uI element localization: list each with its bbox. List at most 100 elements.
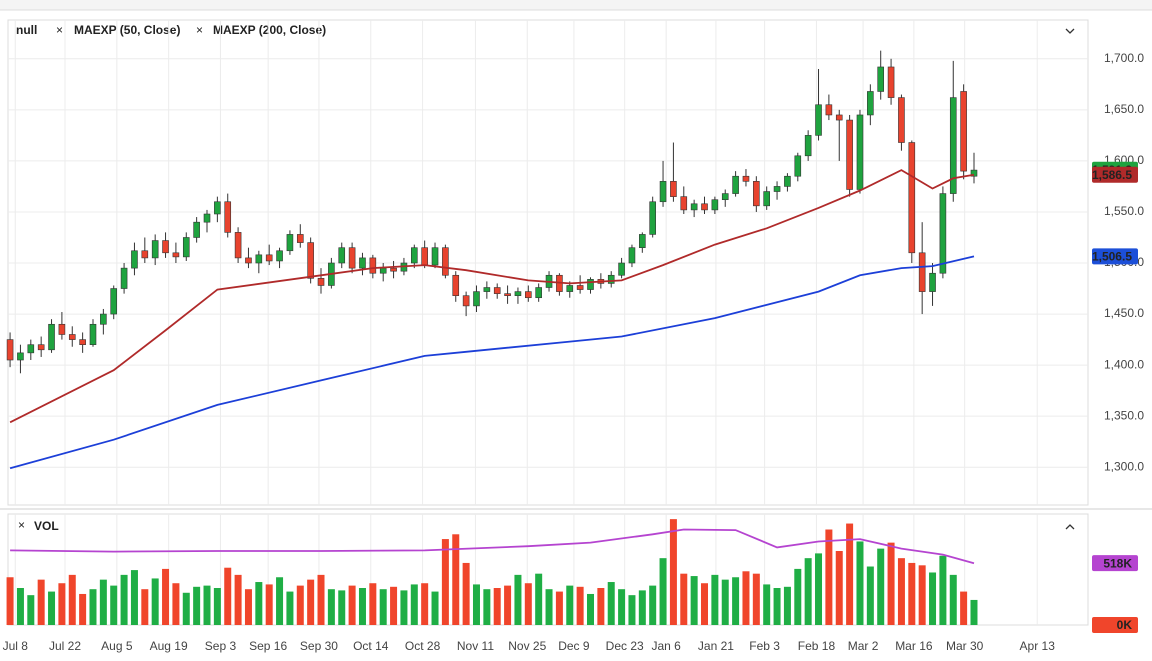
price-badge [1092,617,1138,633]
legend-entry: MAEXP (50, Close) [74,23,180,37]
x-tick-label: Jul 22 [49,639,81,653]
volume-bar [452,534,460,625]
close-icon[interactable]: × [18,518,25,532]
volume-bar [524,583,532,625]
volume-bar [193,586,201,625]
volume-bar [369,583,377,625]
candle-body [17,352,24,361]
volume-bar [203,585,211,625]
volume-bar [151,578,159,625]
candle-body [763,191,770,207]
collapse-icon[interactable] [1065,28,1075,34]
y-tick-label: 1,650.0 [1104,102,1144,116]
candle-body [203,213,211,223]
candle-body [846,119,853,190]
volume-bar [483,589,491,625]
price-badge [1092,248,1138,265]
volume-bar [866,566,874,625]
candle-body [493,287,501,294]
volume-bar [379,589,387,625]
volume-bar [752,573,760,625]
candle-body [296,234,304,243]
volume-bar [99,579,107,625]
x-tick-label: Aug 5 [101,639,133,653]
candle-body [462,295,470,307]
volume-bar [669,519,677,625]
volume-bar [182,592,190,625]
candle-body [680,196,688,211]
candle-body [286,234,294,252]
candle-body [504,293,511,296]
x-tick-label: Oct 28 [405,639,441,653]
volume-bar [327,589,335,625]
volume-bar [493,588,501,625]
candle-body [566,285,574,292]
volume-label: VOL [34,519,59,533]
x-tick-label: Oct 14 [353,639,389,653]
candle-body [68,334,76,340]
candle-body [908,142,916,254]
candle-body [639,234,646,248]
candle-body [483,287,491,292]
volume-bar [856,541,864,625]
candle-body [576,285,584,290]
ma-line [9,255,975,470]
volume-bar [213,588,221,625]
volume-bar [535,573,543,625]
candle-body [442,247,449,276]
x-tick-label: Jul 8 [3,639,29,653]
candle-body [89,323,97,345]
volume-bar [794,568,802,625]
volume-bar [255,582,263,625]
close-icon[interactable]: × [56,23,63,37]
candle-body [265,254,273,262]
volume-bar [597,588,605,625]
candle-body [431,247,439,266]
volume-bar [358,588,366,625]
candle-body [58,323,66,335]
candle-body [110,288,118,315]
candle-body [317,278,325,286]
volume-bar [939,555,947,625]
candle-body [804,135,812,157]
candle-body [939,193,947,274]
volume-bar [576,586,584,625]
volume-bar [110,585,118,625]
candle-body [887,66,895,98]
volume-bar [970,599,978,625]
volume-bar [224,567,232,625]
candle-body [835,114,843,121]
candle-body [193,221,200,238]
x-tick-label: Mar 16 [895,639,933,653]
y-tick-label: 1,700.0 [1104,51,1144,65]
x-tick-label: Sep 30 [300,639,338,653]
expand-icon[interactable] [1065,524,1075,530]
volume-bar [265,584,273,625]
candle-body [307,242,314,279]
volume-bar [897,558,905,625]
volume-bar [276,577,284,625]
candle-body [659,181,667,203]
volume-bar [649,585,657,625]
volume-bar [732,577,740,625]
volume-bar [908,562,916,625]
volume-bar [172,583,180,625]
volume-bar [462,562,470,625]
volume-bar [234,574,242,625]
badge-label: 0K [1117,618,1133,632]
candle-body [37,344,45,351]
volume-bar [441,539,449,625]
candle-body [151,240,159,259]
candle-body [48,323,55,351]
x-tick-label: Aug 19 [150,639,188,653]
candle-body [79,339,86,345]
candle-body [359,257,366,269]
volume-bar [400,590,408,625]
volume-bar [835,551,843,625]
y-tick-label: 1,400.0 [1104,357,1144,371]
volume-bar [846,523,854,625]
close-icon[interactable]: × [196,23,203,37]
candle-body [825,104,833,116]
candle-body [877,66,885,92]
